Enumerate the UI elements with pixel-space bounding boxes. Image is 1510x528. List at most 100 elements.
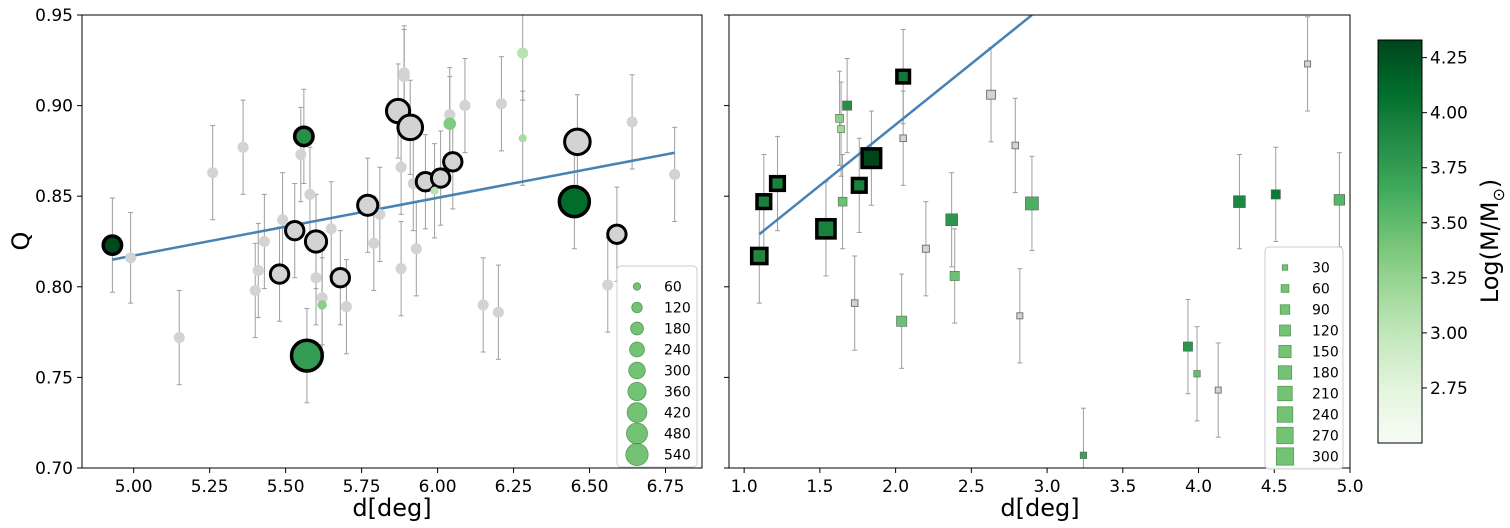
right-gray-point-3 <box>986 89 996 100</box>
left-gray-point-19 <box>398 71 410 83</box>
right-gray-point-7 <box>1304 60 1312 68</box>
left-gray-point-13 <box>340 301 352 313</box>
right-legend-label-7: 240 <box>1312 408 1339 424</box>
left-gray-point-16 <box>395 263 407 275</box>
left-legend-marker-8 <box>625 442 649 467</box>
left-legend-marker-3 <box>629 341 645 358</box>
left-legend-label-2: 180 <box>664 322 691 338</box>
left-gray-point-6 <box>258 235 270 248</box>
left-colored-point-3 <box>517 47 529 59</box>
left-ytick-label-4: 0.90 <box>35 97 73 117</box>
right-colored-point-1 <box>837 125 845 133</box>
left-xlabel: d[deg] <box>352 494 431 522</box>
left-outlined-gray-point-10 <box>563 127 592 157</box>
left-outlined-gray-point-2 <box>303 229 329 254</box>
left-legend-marker-4 <box>628 361 646 380</box>
colorbar-label-main: Log(M/M <box>1476 202 1504 304</box>
left-gray-point-4 <box>249 284 261 296</box>
right-fit-line-group <box>758 15 1033 236</box>
left-colored-point-7 <box>289 338 325 373</box>
left-gray-point-14 <box>368 237 380 249</box>
colorbar-tick-label-5: 4.00 <box>1430 104 1468 124</box>
left-outlined-gray-point-8 <box>429 167 452 189</box>
right-legend-label-5: 180 <box>1312 366 1339 382</box>
left-fit-line-group <box>112 151 675 261</box>
left-legend-label-6: 420 <box>664 406 691 422</box>
right-legend-marker-1 <box>1280 284 1290 293</box>
right-xtick-label-5: 3.5 <box>1109 477 1136 497</box>
right-legend-label-3: 120 <box>1312 324 1339 340</box>
left-ylabel: Q <box>7 232 35 251</box>
left-gray-point-2 <box>207 167 219 179</box>
left-legend-marker-5 <box>627 381 647 402</box>
left-errorbars <box>109 15 678 404</box>
right-colored-point-17 <box>815 217 837 240</box>
right-xtick-label-4: 3.0 <box>1034 477 1061 497</box>
right-legend-marker-3 <box>1279 324 1291 337</box>
left-gray-point-9 <box>304 188 316 200</box>
right-legend-marker-6 <box>1277 385 1293 402</box>
left-xtick-label-7: 6.75 <box>647 477 685 497</box>
left-gray-point-17 <box>395 161 407 173</box>
right-colored-point-4 <box>896 315 908 327</box>
left-legend-marker-1 <box>631 301 643 314</box>
right-legend-label-8: 270 <box>1312 429 1339 445</box>
left-gray-point-10 <box>310 272 322 284</box>
left-xtick-label-3: 5.75 <box>343 477 381 497</box>
right-legend-marker-4 <box>1278 344 1292 359</box>
left-gray-point-1 <box>173 331 185 344</box>
left-outlined-gray-point-6 <box>396 113 425 142</box>
right-colored-point-20 <box>895 68 912 85</box>
left-outlined-gray-point-1 <box>284 219 306 242</box>
colorbar-label-sub: ⊙ <box>1489 188 1508 201</box>
left-legend-label-0: 60 <box>664 280 682 296</box>
right-legend-label-4: 150 <box>1312 345 1339 361</box>
left-plot-frame <box>81 14 703 469</box>
left-legend-label-5: 360 <box>664 385 691 401</box>
left-gray-point-24 <box>477 299 489 311</box>
left-ytick-label-1: 0.75 <box>35 368 73 388</box>
right-colored-point-9 <box>1183 341 1193 352</box>
colorbar: 2.75 3.00 3.25 3.50 3.75 4.00 4.25 Log(M/M⊙) <box>1377 39 1508 444</box>
left-points <box>101 47 681 373</box>
right-legend-marker-5 <box>1277 365 1293 380</box>
left-gray-point-5 <box>252 264 264 277</box>
right-legend-label-6: 210 <box>1312 387 1339 403</box>
right-panel: 1.0 1.5 2.0 2.5 3.0 3.5 4.0 4.5 5.0 d[deg] 30 60 9… <box>724 14 1364 522</box>
left-legend-label-4: 300 <box>664 364 691 380</box>
left-gray-point-21 <box>410 243 422 255</box>
left-ytick-label-2: 0.80 <box>35 278 73 298</box>
left-fit-line <box>112 151 675 261</box>
right-colored-point-14 <box>749 246 769 266</box>
right-gray-point-5 <box>1016 312 1024 320</box>
right-colored-point-15 <box>755 193 773 211</box>
left-gray-point-26 <box>495 98 507 110</box>
left-gray-point-11 <box>316 292 328 304</box>
colorbar-label: Log(M/M⊙) <box>1476 179 1508 304</box>
left-xtick-label-4: 6.00 <box>419 477 457 497</box>
right-colored-point-7 <box>1025 196 1039 211</box>
colorbar-tick-label-6: 4.25 <box>1430 49 1468 69</box>
left-colored-point-0 <box>317 300 327 310</box>
right-colored-point-18 <box>850 176 868 194</box>
right-legend-label-9: 300 <box>1312 450 1339 466</box>
colorbar-tick-label-1: 3.00 <box>1430 324 1468 344</box>
right-legend-label-0: 30 <box>1312 261 1330 277</box>
colorbar-label-close: ) <box>1476 179 1504 188</box>
left-gray-point-0 <box>125 252 137 264</box>
left-legend-marker-0 <box>632 282 642 291</box>
left-xtick-label-2: 5.50 <box>267 477 305 497</box>
left-legend-marker-6 <box>626 402 648 423</box>
colorbar-gradient <box>1377 39 1423 444</box>
left-gray-point-22 <box>444 109 456 121</box>
right-legend-label-2: 90 <box>1312 303 1330 319</box>
left-outlined-gray-point-3 <box>329 267 352 289</box>
left-xtick-label-0: 5.00 <box>115 477 153 497</box>
right-legend-marker-8 <box>1276 426 1294 445</box>
right-colored-point-6 <box>949 271 960 281</box>
right-xtick-label-1: 1.5 <box>806 477 833 497</box>
right-colored-point-13 <box>1333 194 1346 206</box>
right-gray-point-2 <box>921 244 930 253</box>
left-xtick-label-6: 6.50 <box>571 477 609 497</box>
right-fit-line <box>758 15 1033 236</box>
